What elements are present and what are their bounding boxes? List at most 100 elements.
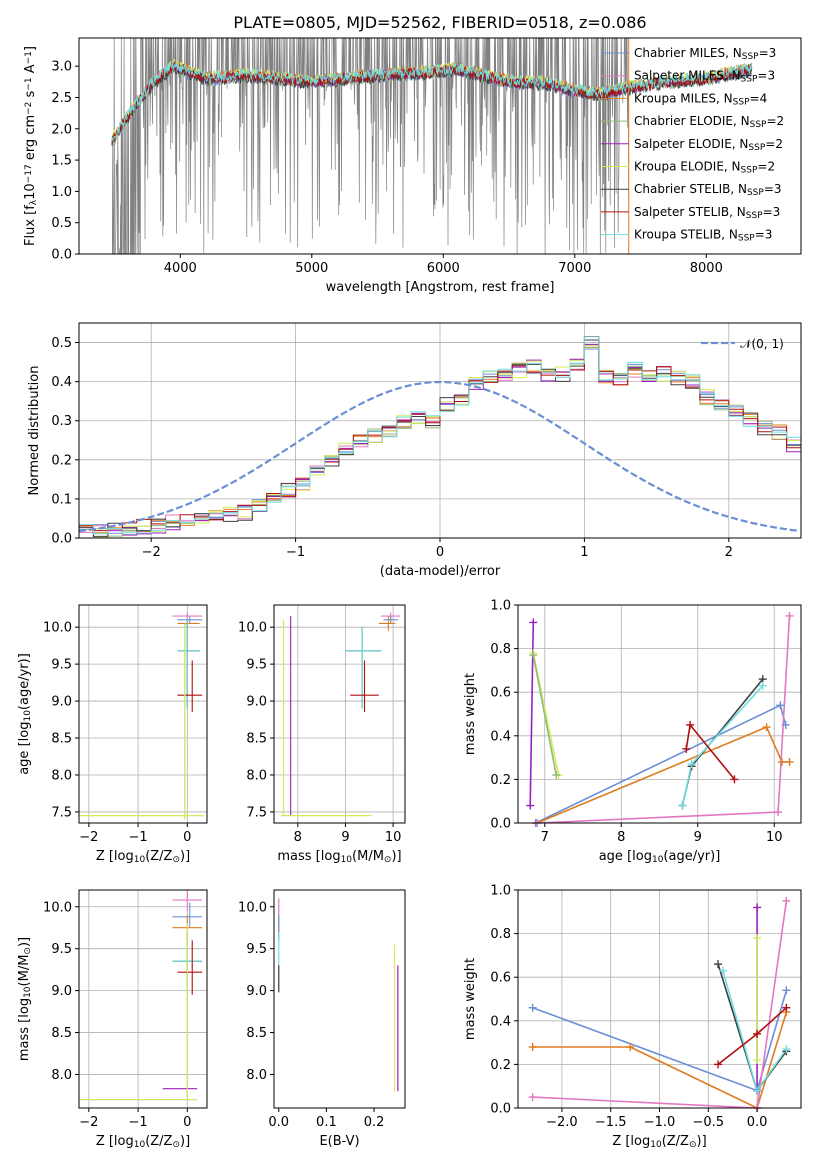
spectrum-xtick-label: 5000	[295, 261, 328, 276]
mass_vs_z-ytick-label: 9.5	[51, 942, 72, 957]
weight_vs_age-series-line	[685, 723, 736, 780]
legend-label-part: Salpeter STELIB, N	[634, 205, 746, 219]
age_vs_mass-ytick-label: 9.5	[246, 658, 267, 673]
legend-label: Salpeter ELODIE, NSSP=2	[634, 137, 783, 153]
residual-histogram-step	[79, 348, 801, 535]
legend-label-part: Kroupa STELIB, N	[634, 228, 738, 242]
spectrum-ytick-label: 1.5	[51, 154, 72, 169]
weight_vs_z-series-line	[722, 970, 788, 1093]
age_vs_z-ytick-label: 9.0	[51, 695, 72, 710]
spectrum-xtick-label: 8000	[690, 261, 723, 276]
weight_vs_age-ylabel-part: mass weight	[463, 673, 478, 755]
weight_vs_z-xtick-label: −0.5	[693, 1115, 725, 1130]
spectrum-ylabel-part: −1	[24, 77, 34, 90]
spectrum-ylabel-part: −17	[24, 164, 34, 183]
spectrum-ylabel-part: −2	[24, 102, 34, 115]
weight_vs_age-ytick-label: 0.8	[490, 642, 511, 657]
mass_vs_ebv-frame	[273, 889, 406, 1109]
mass_vs_z-xlabel-part: )]	[180, 1134, 190, 1149]
spectrum-ylabel-part: erg cm	[23, 115, 38, 164]
legend-label: Kroupa ELODIE, NSSP=2	[634, 160, 775, 176]
mass_vs_ebv-plot-area	[278, 898, 399, 1092]
weight_vs_z-ylabel-part: mass weight	[463, 958, 478, 1040]
residual_hist-ylabel-part: Normed distribution	[27, 366, 42, 496]
age_vs_z-ylabel: age [log10(age/yr)]	[17, 653, 33, 775]
residual_hist-ytick-label: 0.4	[51, 375, 72, 390]
residual_hist-ytick-label: 0.2	[51, 453, 72, 468]
weight_vs_age-xlabel-part: age [log	[599, 849, 652, 864]
legend-label-part: =3	[757, 69, 775, 83]
legend-label-part: Kroupa MILES, N	[634, 91, 733, 105]
mass_vs_z-xlabel-part: 10	[134, 1140, 146, 1150]
weight_vs_age-series-line	[536, 726, 790, 823]
age_vs_mass-frame	[273, 604, 406, 824]
weight_vs_age-ytick-label: 0.6	[490, 686, 511, 701]
mass_vs_ebv-ytick-label: 8.5	[246, 1026, 267, 1041]
spectrum-panel: 4000 5000 6000 7000 8000 0.0 0.5 1.0 1.5 2.0 2.5 3.…	[23, 37, 802, 295]
mass_vs_z-ytick-label: 9.0	[51, 984, 72, 999]
age_vs_z-xlabel-part: (Z/Z	[145, 849, 172, 864]
mass_vs_z-xlabel-part: Z [log	[96, 1134, 134, 1149]
legend-label-part: Chabrier MILES, N	[634, 46, 742, 60]
age_vs_z-panel: −2 −1 07.58.08.59.09.510.0Z [log10(Z/Z⊙)]a…	[17, 604, 208, 865]
age_vs_z-xlabel-part: 10	[134, 855, 146, 865]
weight_vs_age-ytick-label: 0.2	[490, 773, 511, 788]
mass_vs_z-xlabel-part: ⊙	[172, 1140, 180, 1150]
residual-plot-area	[79, 336, 801, 538]
age_vs_z-plot-area	[79, 612, 205, 820]
weight_vs_z-series-line	[532, 900, 788, 1108]
weight_vs_age-xtick-label: 9	[694, 830, 702, 845]
age_vs_z-ytick-label: 8.0	[51, 768, 72, 783]
age_vs_z-ylabel-part: age [log	[17, 722, 32, 775]
spectrum-ylabel-part: λ	[29, 199, 39, 205]
age_vs_z-ylabel-part: 10	[23, 710, 33, 722]
mass_vs_ebv-xtick-label: 0.0	[268, 1115, 289, 1130]
legend-label-part: SSP	[748, 143, 765, 153]
residual_hist-xtick-label: 0	[436, 545, 444, 560]
age_vs_mass-xtick-label: 9	[341, 830, 349, 845]
legend-label-part: SSP	[742, 52, 759, 62]
mass_vs_z-xlabel-part: (Z/Z	[145, 1134, 172, 1149]
weight_vs_z-series-line	[717, 1007, 787, 1066]
age_vs_z-ytick-label: 8.5	[51, 732, 72, 747]
age_vs_z-ylabel-part: (age/yr)]	[17, 653, 32, 710]
legend-label: Chabrier MILES, NSSP=3	[634, 46, 776, 62]
plots-container: 4000 5000 6000 7000 80000.00.51.01.52.02.53.…	[17, 37, 802, 1150]
mass_vs_z-ylabel-part: )]	[17, 937, 32, 947]
age_vs_mass-xlabel-part: )]	[391, 849, 401, 864]
legend-label: Salpeter STELIB, NSSP=3	[634, 205, 780, 221]
spectrum-frame	[78, 37, 802, 255]
legend-label-part: Kroupa ELODIE, N	[634, 160, 741, 174]
weight_vs_z-xlabel-part: ⊙	[689, 1140, 697, 1150]
legend-label-part: SSP	[747, 188, 764, 198]
residual_hist-xtick-label: 1	[580, 545, 588, 560]
residual-histogram-step	[79, 346, 801, 534]
weight_vs_z-panel: −2.0 −1.5 −1.0 −0.5 0.0 0.0 0.2 0.4 0.6 0.8 1.0 Z […	[463, 884, 802, 1150]
spectrum-ytick-label: 2.0	[51, 122, 72, 137]
spectrum-ytick-label: 0.5	[51, 216, 72, 231]
residual_hist-xtick-label: 2	[725, 545, 733, 560]
spectrum-ylabel-part: −1	[24, 51, 34, 64]
legend-label: Kroupa MILES, NSSP=4	[634, 91, 767, 107]
residual_hist-xtick-label: −2	[142, 545, 161, 560]
weight_vs_age-xtick-label: 8	[617, 830, 625, 845]
legend-label: Chabrier ELODIE, NSSP=2	[634, 114, 784, 130]
age_vs_z-ytick-label: 9.5	[51, 658, 72, 673]
spectrum-ytick-label: 1.0	[51, 185, 72, 200]
residual-panel: −2 −1 0 1 2 0.0 0.1 0.2 0.3 0.4 0.5 (data-model)/er…	[27, 322, 802, 579]
legend-label-part: SSP	[746, 211, 763, 221]
weight_vs_age-xlabel-part: (age/yr)]	[663, 849, 720, 864]
residual-histogram-step	[79, 345, 801, 538]
age_vs_mass-ytick-label: 7.5	[246, 805, 267, 820]
age_vs_z-ytick-label: 7.5	[51, 805, 72, 820]
spectrum-plot-area	[111, 38, 753, 254]
mass_vs_ebv-ytick-label: 9.0	[246, 984, 267, 999]
residual_hist-xlabel: (data-model)/error	[380, 564, 501, 579]
spectrum-ylabel-part: s	[23, 90, 38, 101]
age_vs_mass-ytick-label: 8.0	[246, 768, 267, 783]
legend-label: Salpeter MILES, NSSP=3	[634, 69, 775, 85]
weight_vs_z-ytick-label: 1.0	[490, 884, 511, 899]
spectrum-xtick-label: 4000	[164, 261, 197, 276]
